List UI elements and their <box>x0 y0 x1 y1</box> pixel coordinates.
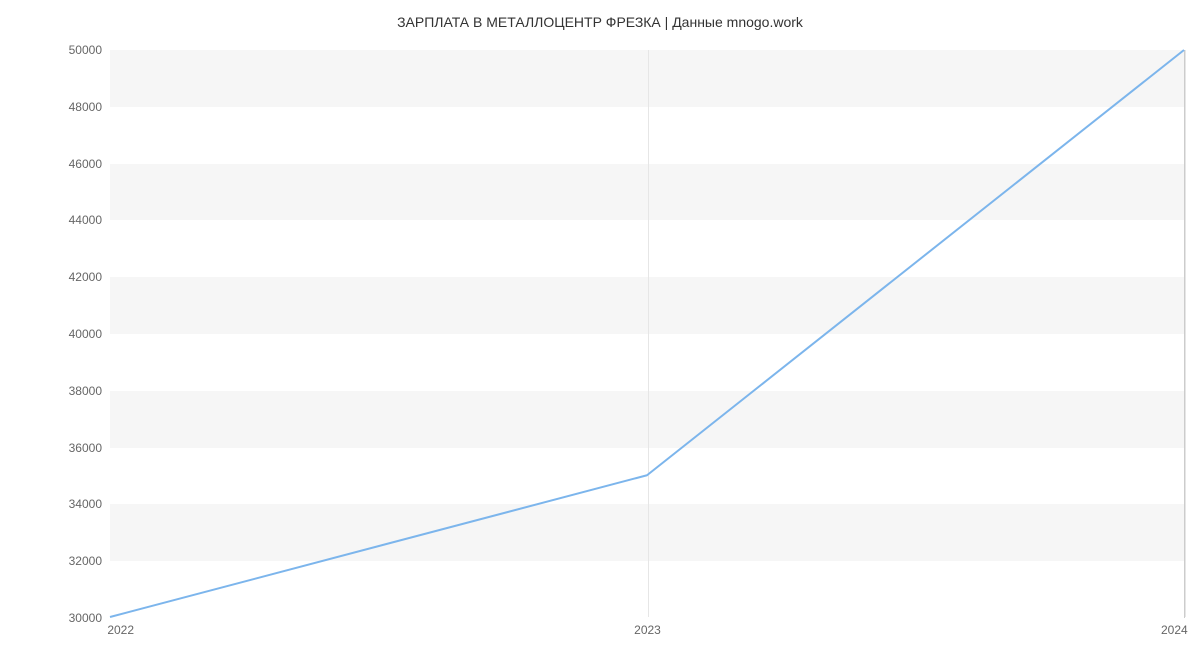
x-tick-label: 2024 <box>1161 617 1188 637</box>
chart-container: 30000 32000 34000 36000 38000 40000 42000 44000… <box>0 40 1200 640</box>
y-tick-label: 32000 <box>69 554 110 568</box>
salary-line <box>110 50 1184 617</box>
y-tick-label: 50000 <box>69 43 110 57</box>
y-tick-label: 40000 <box>69 327 110 341</box>
plot-area: 3000032000340003600038000400004200044000… <box>110 50 1185 618</box>
series-line <box>110 50 1184 617</box>
x-tick-label: 2022 <box>107 617 134 637</box>
grid-vertical-line <box>1185 50 1186 617</box>
x-tick-label: 2023 <box>634 617 661 637</box>
y-tick-label: 38000 <box>69 384 110 398</box>
y-tick-label: 42000 <box>69 270 110 284</box>
y-tick-label: 46000 <box>69 157 110 171</box>
y-tick-label: 36000 <box>69 441 110 455</box>
y-tick-label: 48000 <box>69 100 110 114</box>
chart-title: ЗАРПЛАТА В МЕТАЛЛОЦЕНТР ФРЕЗКА | Данные … <box>0 0 1200 30</box>
y-tick-label: 44000 <box>69 213 110 227</box>
y-tick-label: 34000 <box>69 497 110 511</box>
y-tick-label: 30000 <box>69 611 110 625</box>
